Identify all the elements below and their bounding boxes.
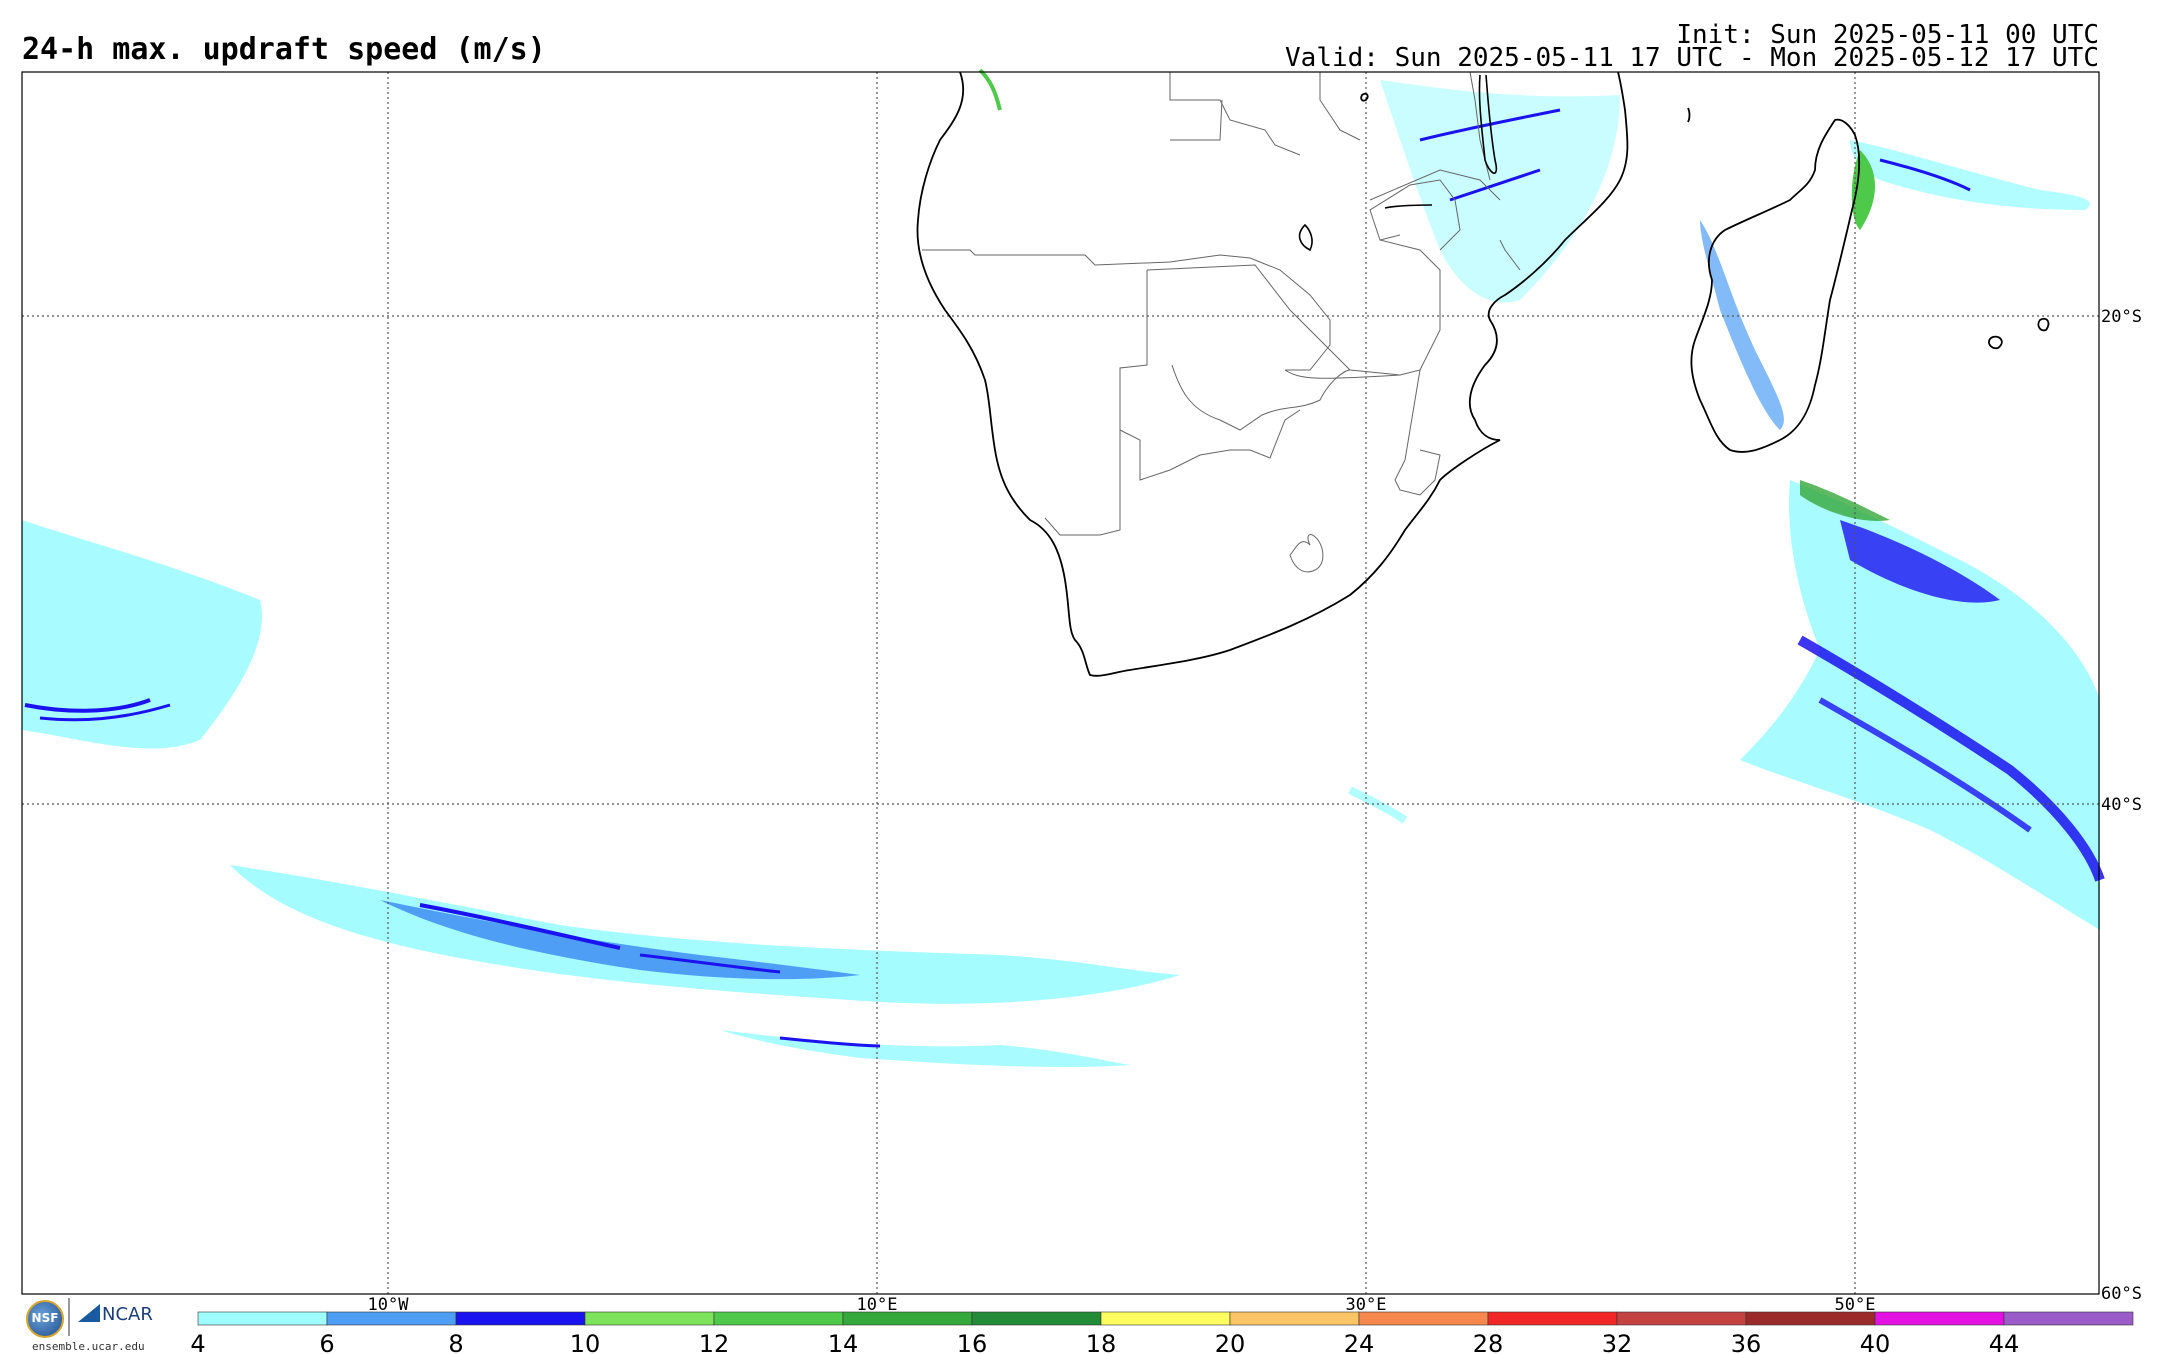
ncar-logo: NCAR xyxy=(78,1304,153,1325)
colorbar-tick-label: 14 xyxy=(828,1330,859,1354)
colorbar-tick-label: 20 xyxy=(1215,1330,1246,1354)
colorbar-swatch xyxy=(584,1311,715,1326)
colorbar-tick-label: 44 xyxy=(1989,1330,2020,1354)
lon-label-10e: 10°E xyxy=(857,1295,898,1315)
colorbar-tick-label: 8 xyxy=(448,1330,463,1354)
colorbar-tick-label: 16 xyxy=(957,1330,988,1354)
colorbar-swatch xyxy=(713,1311,844,1326)
colorbar-tick-label: 24 xyxy=(1344,1330,1375,1354)
colorbar-tick-label: 10 xyxy=(570,1330,601,1354)
valid-time-range: Valid: Sun 2025-05-11 17 UTC - Mon 2025-… xyxy=(1285,43,2099,73)
colorbar-swatch xyxy=(1745,1311,1876,1326)
colorbar-tick-label: 18 xyxy=(1086,1330,1117,1354)
colorbar-swatch xyxy=(971,1311,1102,1326)
colorbar-swatch xyxy=(1100,1311,1231,1326)
colorbar-swatch xyxy=(455,1311,586,1326)
init-time: Init: Sun 2025-05-11 00 UTC xyxy=(1676,20,2099,50)
colorbar-tick-label: 32 xyxy=(1602,1330,1633,1354)
lakes xyxy=(1298,74,1498,252)
colorbar-swatch xyxy=(197,1311,328,1326)
logo-divider xyxy=(68,1298,70,1336)
colorbar-swatch xyxy=(1874,1311,2005,1326)
colorbar-tick-label: 36 xyxy=(1731,1330,1762,1354)
colorbar-swatch xyxy=(1487,1311,1618,1326)
map-frame xyxy=(21,71,2100,1295)
colorbar-swatch xyxy=(1358,1311,1489,1326)
colorbar-tick-label: 28 xyxy=(1473,1330,1504,1354)
colorbar-tick-label: 4 xyxy=(190,1330,205,1354)
colorbar-swatch xyxy=(1616,1311,1747,1326)
map-title: 24-h max. updraft speed (m/s) xyxy=(22,32,546,67)
graticule xyxy=(22,72,2099,1294)
colorbar-tick-label: 40 xyxy=(1860,1330,1891,1354)
lat-label-60s: 60°S xyxy=(2101,1284,2142,1304)
lat-label-40s: 40°S xyxy=(2101,795,2142,815)
logo-url: ensemble.ucar.edu xyxy=(32,1340,145,1353)
colorbar-swatch xyxy=(1229,1311,1360,1326)
colorbar-swatch xyxy=(842,1311,973,1326)
updraft-shading xyxy=(22,68,2105,1068)
colorbar-swatch xyxy=(2003,1311,2134,1326)
lat-label-20s: 20°S xyxy=(2101,307,2142,327)
colorbar-tick-label: 12 xyxy=(699,1330,730,1354)
colorbar-tick-label: 6 xyxy=(319,1330,334,1354)
colorbar-swatch xyxy=(326,1311,457,1326)
coastlines xyxy=(916,71,2050,677)
nsf-logo: NSF xyxy=(26,1300,64,1338)
lon-label-50e: 50°E xyxy=(1835,1295,1876,1315)
lon-label-30e: 30°E xyxy=(1346,1295,1387,1315)
colorbar: 4 6 8 10 12 14 16 18 20 24 28 32 36 40 44 xyxy=(190,1311,2134,1354)
lon-label-10w: 10°W xyxy=(368,1295,410,1315)
